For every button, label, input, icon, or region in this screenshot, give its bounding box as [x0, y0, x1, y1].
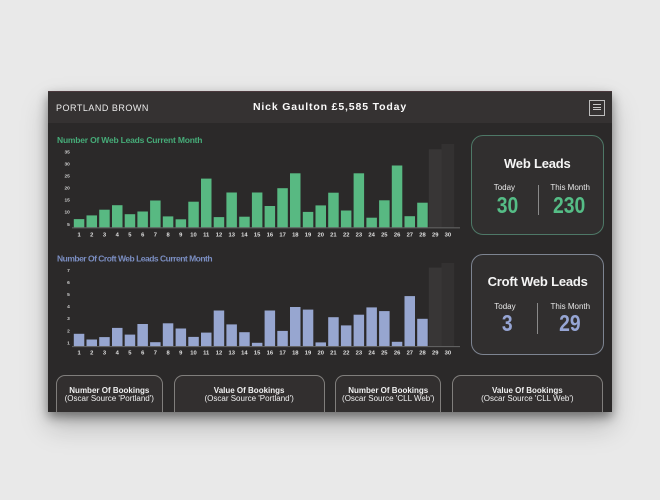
svg-text:28: 28: [419, 233, 426, 239]
svg-text:Number Of Croft Web Leads Curr: Number Of Croft Web Leads Current Month: [57, 254, 212, 264]
svg-text:25: 25: [381, 351, 388, 357]
svg-text:2: 2: [90, 351, 93, 357]
svg-text:15: 15: [254, 233, 261, 239]
svg-text:9: 9: [179, 351, 183, 357]
svg-text:21: 21: [330, 351, 337, 357]
svg-text:10: 10: [190, 351, 196, 357]
svg-text:1: 1: [77, 233, 81, 239]
svg-text:23: 23: [356, 233, 363, 239]
svg-text:29: 29: [432, 351, 439, 357]
svg-text:4: 4: [116, 351, 120, 357]
svg-text:27: 27: [407, 351, 413, 357]
svg-text:14: 14: [241, 233, 248, 239]
svg-text:5: 5: [67, 222, 70, 228]
svg-text:13: 13: [228, 233, 235, 239]
svg-text:20: 20: [317, 351, 323, 357]
svg-text:5: 5: [128, 233, 132, 239]
svg-text:3: 3: [103, 351, 107, 357]
svg-text:25: 25: [64, 174, 70, 180]
svg-text:8: 8: [166, 233, 170, 239]
svg-text:26: 26: [394, 351, 401, 357]
svg-text:10: 10: [190, 233, 196, 239]
svg-text:24: 24: [368, 233, 375, 239]
svg-text:17: 17: [279, 351, 285, 357]
svg-text:29: 29: [432, 233, 439, 239]
svg-text:28: 28: [419, 351, 426, 357]
svg-text:7: 7: [154, 351, 157, 357]
svg-text:21: 21: [330, 233, 337, 239]
svg-text:22: 22: [343, 233, 349, 239]
svg-text:1: 1: [67, 340, 70, 346]
svg-text:5: 5: [67, 292, 70, 298]
svg-text:4: 4: [67, 304, 70, 310]
svg-text:35: 35: [64, 149, 70, 155]
svg-text:19: 19: [305, 233, 312, 239]
svg-text:25: 25: [381, 233, 388, 239]
svg-text:3: 3: [103, 233, 107, 239]
svg-text:11: 11: [203, 351, 210, 357]
svg-text:9: 9: [179, 233, 183, 239]
svg-text:18: 18: [292, 233, 299, 239]
svg-text:4: 4: [116, 233, 120, 239]
svg-text:12: 12: [216, 351, 222, 357]
svg-text:6: 6: [141, 233, 145, 239]
svg-text:30: 30: [445, 233, 451, 239]
svg-text:24: 24: [368, 351, 375, 357]
svg-text:27: 27: [407, 233, 413, 239]
svg-text:13: 13: [228, 351, 235, 357]
svg-text:6: 6: [141, 351, 145, 357]
svg-text:14: 14: [241, 351, 248, 357]
svg-text:6: 6: [67, 280, 70, 286]
svg-text:30: 30: [64, 161, 70, 167]
svg-text:2: 2: [67, 328, 70, 334]
svg-text:10: 10: [64, 210, 70, 216]
svg-text:19: 19: [305, 351, 312, 357]
svg-text:22: 22: [343, 351, 349, 357]
svg-text:8: 8: [166, 351, 170, 357]
svg-text:26: 26: [394, 233, 401, 239]
svg-text:15: 15: [64, 198, 70, 204]
svg-text:20: 20: [64, 186, 70, 192]
svg-text:1: 1: [77, 351, 81, 357]
svg-text:11: 11: [203, 233, 210, 239]
svg-text:5: 5: [128, 351, 132, 357]
svg-text:Number Of Web Leads Current Mo: Number Of Web Leads Current Month: [57, 135, 202, 145]
svg-text:15: 15: [254, 351, 261, 357]
svg-text:23: 23: [356, 351, 363, 357]
svg-text:30: 30: [445, 351, 451, 357]
svg-text:16: 16: [267, 233, 274, 239]
svg-text:20: 20: [317, 233, 323, 239]
svg-text:12: 12: [216, 233, 222, 239]
svg-text:7: 7: [67, 268, 70, 274]
svg-text:2: 2: [90, 233, 93, 239]
svg-text:3: 3: [67, 316, 70, 322]
svg-text:17: 17: [279, 233, 285, 239]
svg-text:7: 7: [154, 233, 157, 239]
svg-text:16: 16: [267, 351, 274, 357]
svg-text:18: 18: [292, 351, 299, 357]
